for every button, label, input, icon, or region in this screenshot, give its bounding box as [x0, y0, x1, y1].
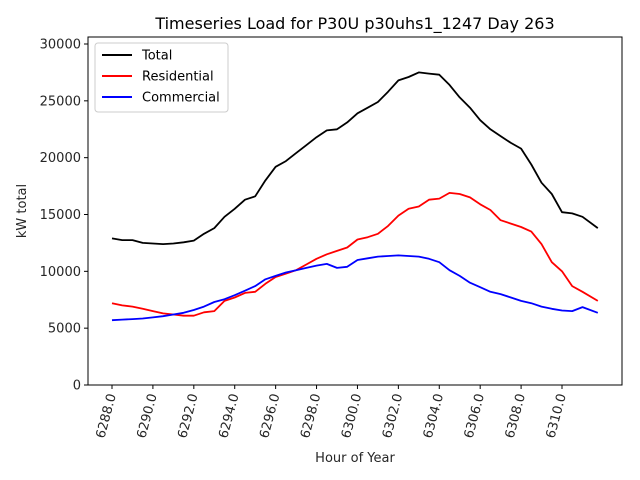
y-tick-label: 15000 — [40, 208, 81, 223]
y-axis: 0 5000 10000 15000 20000 25000 30000 — [40, 38, 88, 394]
y-tick-label: 0 — [73, 379, 81, 394]
legend: Total Residential Commercial — [94, 42, 229, 113]
y-tick-label: 25000 — [40, 94, 81, 109]
x-axis-label: Hour of Year — [315, 451, 395, 466]
series-line-commercial — [111, 254, 599, 322]
y-tick-label: 20000 — [40, 151, 81, 166]
y-axis-label: kW total — [15, 184, 30, 238]
y-tick-label: 30000 — [40, 38, 81, 53]
legend-label-residential: Residential — [142, 70, 214, 85]
axes-frame — [87, 36, 623, 386]
y-tick-label: 5000 — [48, 322, 81, 337]
legend-label-commercial: Commercial — [142, 91, 220, 106]
legend-label-total: Total — [141, 49, 172, 64]
series-layer — [111, 71, 599, 322]
chart-title: Timeseries Load for P30U p30uhs1_1247 Da… — [154, 14, 554, 34]
series-line-total — [111, 71, 599, 246]
series-line-residential — [111, 191, 599, 317]
y-tick-label: 10000 — [40, 265, 81, 280]
legend-box — [94, 42, 229, 113]
